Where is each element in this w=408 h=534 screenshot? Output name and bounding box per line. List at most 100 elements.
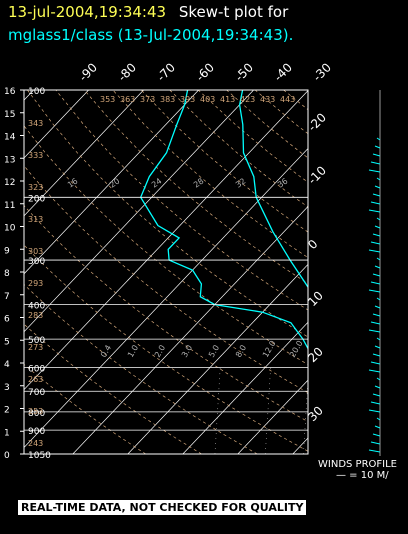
dry-adiabat-label: 403 [200,95,215,104]
dry-adiabat-label: 413 [220,95,235,104]
moist-adiabat-line [399,197,408,454]
dry-adiabat-line [341,90,408,454]
wind-barb [374,265,381,269]
dry-adiabat-label: 243 [28,439,43,448]
isotherm-line [348,90,408,454]
isotherm-line [24,90,89,159]
height-tick-label: 8 [4,269,10,279]
dry-adiabat-label: 443 [280,95,295,104]
isotherm-line [237,379,308,454]
height-tick-label: 3 [4,383,10,393]
wind-barb [370,281,381,285]
dry-adiabat-line [84,90,308,284]
wind-barb [376,177,381,181]
wind-barb [376,257,381,261]
wind-barb [376,417,381,421]
dry-adiabat-label: 283 [28,311,43,320]
dry-adiabat-label: 303 [28,247,43,256]
moist-adiabat-line [364,197,408,454]
wind-barb [372,233,381,237]
mixing-ratio-line [354,367,359,454]
wind-barb [370,161,381,165]
wind-barb [374,185,381,189]
quality-disclaimer: REAL-TIME DATA, NOT CHECKED FOR QUALITY [18,500,307,515]
height-tick-label: 12 [4,178,15,188]
dry-adiabat-label: 433 [260,95,275,104]
dry-adiabat-line [55,90,308,311]
mixing-ratio-label: 20.0 [288,339,305,359]
height-tick-label: 2 [4,406,10,416]
dry-adiabat-label: 263 [28,375,43,384]
wind-barb [376,377,381,381]
dry-adiabat-line [24,204,308,423]
pressure-tick-label: 100 [28,87,45,97]
wind-barb [372,433,381,437]
wind-barb [368,369,381,373]
dry-adiabat-line [369,90,408,454]
wind-barb [370,401,381,405]
dry-adiabat-line [24,323,202,454]
dry-adiabat-label: 353 [100,95,115,104]
moist-adiabat-label: 28 [192,176,206,189]
isotherm-line [182,321,308,454]
height-tick-label: 6 [4,315,10,325]
wind-barb [372,313,381,317]
top-temperature-label: -50 [232,60,256,84]
sounding-layer [139,90,308,350]
dry-adiabat-label: 423 [240,95,255,104]
isotherm-line [24,148,308,449]
dry-adiabat-line [24,283,258,454]
pressure-tick-label: 1050 [28,451,51,461]
dry-adiabat-label: 393 [180,95,195,104]
height-tick-label: 4 [4,360,10,370]
frame-layer [20,89,309,455]
moist-adiabat-line [392,197,408,454]
wind-barb [374,345,381,349]
winds-profile-scale: — = 10 M/ [336,470,389,481]
wind-barb [368,169,381,173]
wind-profile-layer [368,90,381,456]
dry-adiabat-line [197,90,308,183]
height-tick-label: 10 [4,224,16,234]
dry-adiabat-label: 323 [28,183,43,192]
dry-adiabat-line [254,90,308,135]
dry-adiabat-line [397,90,408,454]
dry-adiabat-line [112,90,308,259]
wind-barb [372,353,381,357]
wind-barb [376,137,381,141]
dry-adiabat-line [312,90,408,454]
chart-title-line-1: 13-jul-2004,19:34:43 Skew-t plot for [8,3,288,21]
wind-barb [374,305,381,309]
dry-adiabat-label: 373 [140,95,155,104]
wind-barb [372,153,381,157]
dry-adiabat-line [226,90,308,159]
wind-barb [368,409,381,413]
height-tick-label: 1 [4,428,10,438]
height-tick-label: 13 [4,155,15,165]
dry-adiabat-line [27,90,308,338]
wind-barb [370,241,381,245]
wind-barb [374,225,381,229]
height-tick-label: 7 [4,292,10,302]
top-temperature-label: -30 [310,60,334,84]
wind-barb [372,193,381,197]
pressure-tick-label: 700 [28,388,45,398]
wind-barb [376,337,381,341]
mixing-ratio-label: 8.0 [234,343,248,359]
height-tick-label: 5 [4,337,10,347]
title-date: 13-jul-2004,19:34:43 [8,3,167,21]
isotherm-line [24,90,199,275]
top-temperature-label: -90 [76,60,100,84]
mixing-ratio-label: 12.0 [261,339,278,359]
winds-profile-label: WINDS PROFILE [318,459,397,470]
mixing-ratio-line [265,367,271,454]
grid-layer [24,90,408,454]
title-label: Skew-t plot for [178,3,289,21]
wind-barb [374,425,381,429]
dry-adiabat-line [24,165,308,394]
right-temperature-label: -10 [305,163,329,187]
wind-barb [372,393,381,397]
height-tick-label: 0 [4,451,10,461]
isotherm-line [72,205,308,454]
mixing-ratio-label: 1.0 [126,343,140,359]
